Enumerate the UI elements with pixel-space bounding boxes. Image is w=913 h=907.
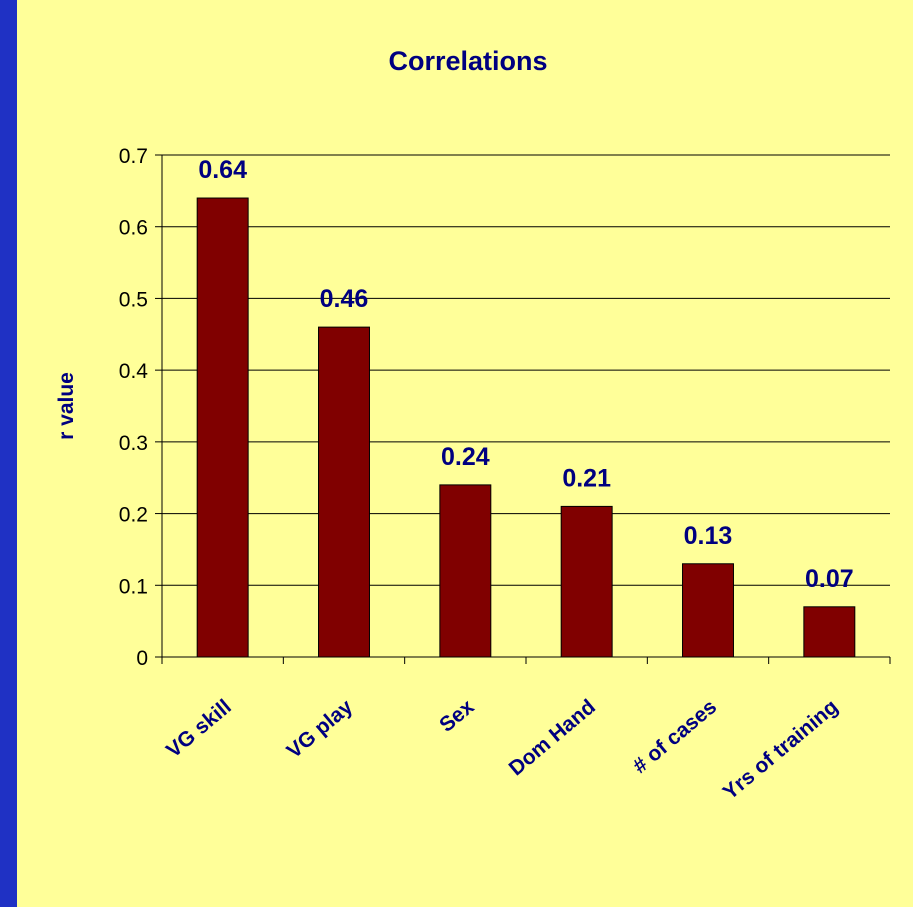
- x-tick-labels: VG skill VG play Sex Dom Hand # of casesYrs …: [162, 695, 842, 804]
- bars: [196, 197, 856, 658]
- x-tick-label: Yrs of training: [719, 695, 843, 804]
- y-tick-label: 0.7: [119, 145, 148, 168]
- bar: [560, 505, 613, 658]
- bar: [439, 484, 492, 658]
- x-tick-label: Sex: [435, 695, 479, 737]
- data-label: 0.07: [805, 565, 854, 593]
- bar: [803, 606, 856, 658]
- x-tick-label: VG play: [283, 695, 358, 763]
- data-label: 0.24: [441, 443, 490, 471]
- x-tick-label: VG skill: [162, 695, 236, 762]
- gridlines: [162, 154, 890, 586]
- y-tick-label: 0.1: [119, 575, 148, 598]
- data-label: 0.46: [320, 285, 369, 313]
- data-label: 0.13: [684, 522, 733, 550]
- y-tick-label: 0.3: [119, 432, 148, 455]
- y-tick-label: 0.4: [119, 360, 149, 383]
- bar: [318, 326, 370, 658]
- bar: [196, 197, 249, 658]
- chart-panel: [17, 0, 913, 907]
- axes: [155, 154, 891, 664]
- data-label: 0.21: [562, 464, 611, 492]
- x-tick-label: # of cases: [629, 695, 722, 778]
- y-tick-label: 0.2: [119, 504, 148, 527]
- y-tick-labels: 0 0.1 0.2 0.3 0.4 0.5 0.6 0.7: [119, 145, 149, 670]
- data-labels: 0.64 0.46 0.24 0.21 0.13 0.07: [198, 156, 853, 593]
- bar: [682, 563, 734, 658]
- y-axis-label: r value: [55, 372, 78, 440]
- data-label: 0.64: [198, 156, 247, 184]
- y-tick-label: 0.5: [119, 288, 148, 311]
- y-tick-label: 0.6: [119, 217, 148, 240]
- y-tick-label: 0: [136, 647, 148, 670]
- chart-title: Correlations: [388, 46, 547, 76]
- x-tick-label: Dom Hand: [505, 695, 600, 780]
